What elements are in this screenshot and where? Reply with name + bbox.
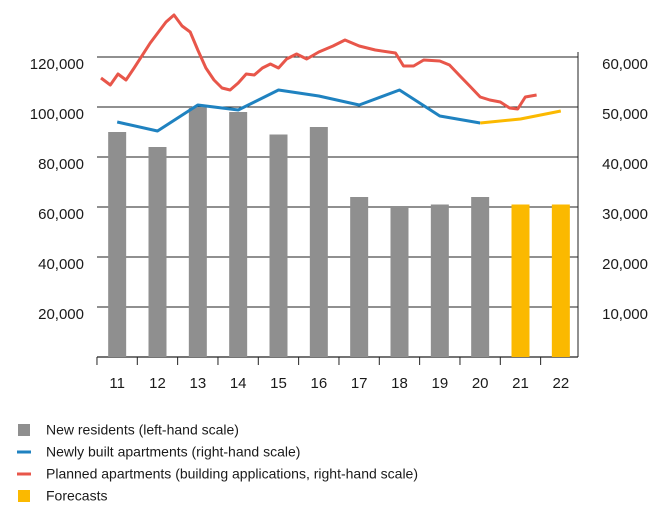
legend-label: Planned apartments (building application… xyxy=(46,466,418,482)
x-tick-label: 14 xyxy=(230,375,247,392)
y2-tick-label: 50,000 xyxy=(602,106,648,123)
line xyxy=(116,88,481,133)
bar xyxy=(350,197,369,357)
y2-tick-label: 10,000 xyxy=(602,306,648,323)
legend-label: Forecasts xyxy=(46,488,107,504)
bar xyxy=(390,207,409,357)
x-tick-label: 21 xyxy=(512,375,529,392)
bar xyxy=(309,127,328,357)
x-tick-label: 12 xyxy=(149,375,166,392)
x-tick-label: 15 xyxy=(270,375,287,392)
y-tick-label: 120,000 xyxy=(30,56,84,73)
bar xyxy=(269,134,288,357)
legend-label: New residents (left-hand scale) xyxy=(46,422,239,438)
legend-swatch xyxy=(18,490,30,502)
x-tick-label: 16 xyxy=(310,375,327,392)
bar xyxy=(430,204,449,357)
x-tick-label: 22 xyxy=(552,375,569,392)
y2-tick-label: 40,000 xyxy=(602,156,648,173)
x-tick-label: 18 xyxy=(391,375,408,392)
x-tick-label: 20 xyxy=(472,375,489,392)
y2-tick-label: 30,000 xyxy=(602,206,648,223)
bar xyxy=(148,147,167,357)
y-tick-label: 100,000 xyxy=(30,106,84,123)
bar xyxy=(229,112,248,357)
line xyxy=(480,109,562,125)
y2-tick-label: 20,000 xyxy=(602,256,648,273)
y-tick-label: 20,000 xyxy=(38,306,84,323)
y2-tick-label: 60,000 xyxy=(602,56,648,73)
bar xyxy=(551,204,570,357)
legend-label: Newly built apartments (right-hand scale… xyxy=(46,444,300,460)
bar xyxy=(471,197,490,357)
y-tick-label: 40,000 xyxy=(38,256,84,273)
bar xyxy=(511,204,530,357)
line xyxy=(100,13,537,111)
bar xyxy=(188,107,207,357)
y-tick-label: 60,000 xyxy=(38,206,84,223)
x-tick-label: 13 xyxy=(189,375,206,392)
x-tick-label: 11 xyxy=(109,375,125,392)
x-tick-label: 19 xyxy=(431,375,448,392)
x-tick-label: 17 xyxy=(351,375,368,392)
bar xyxy=(108,132,127,357)
legend-swatch xyxy=(18,424,30,436)
y-tick-label: 80,000 xyxy=(38,156,84,173)
